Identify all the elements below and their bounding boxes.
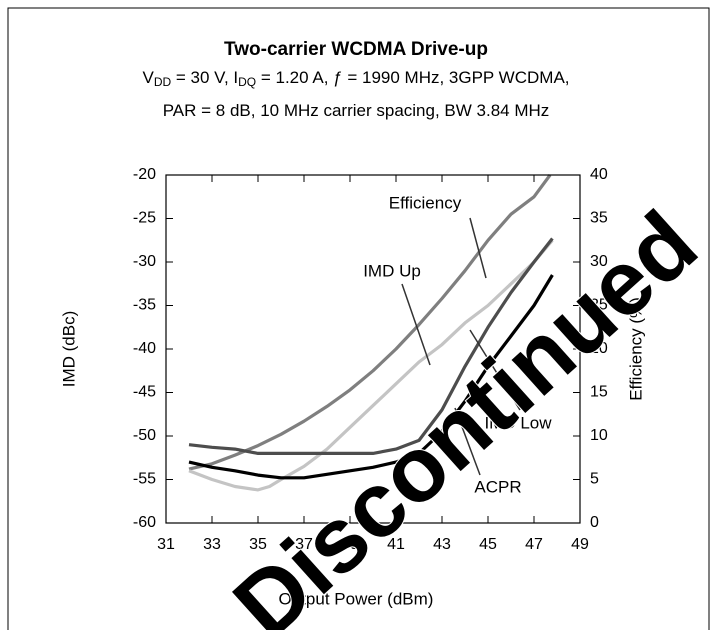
frame — [7, 7, 710, 635]
leader-line — [401, 283, 431, 366]
y2-tick-label: 40 — [590, 166, 608, 183]
y-axis-label: IMD (dBc) — [59, 311, 78, 388]
leader-line — [469, 217, 487, 279]
series-line — [188, 274, 554, 480]
y2-axis-label: Efficiency (%) — [626, 297, 645, 401]
subtitle: PAR = 8 dB, 10 MHz carrier spacing, BW 3… — [163, 101, 550, 120]
subscript: DQ — [238, 75, 256, 89]
x-tick-label: 47 — [525, 536, 543, 553]
y2-tick-label: 30 — [590, 253, 608, 270]
series-label: ACPR — [474, 477, 521, 496]
subtitle-part: PAR = 8 dB, 10 MHz carrier spacing, BW 3… — [163, 101, 550, 120]
series-line — [188, 174, 552, 471]
chart-title: Two-carrier WCDMA Drive-up — [224, 39, 488, 60]
label-bg — [482, 413, 554, 435]
x-tick-label: 39 — [341, 536, 359, 553]
y2-tick-label: 25 — [590, 297, 608, 314]
y2-tick-label: 35 — [590, 210, 608, 227]
leader-line — [454, 407, 481, 476]
subtitle-part: = 30 V, I — [171, 68, 238, 87]
y-tick-label: -25 — [133, 210, 156, 227]
x-axis-label: Output Power (dBm) — [279, 589, 434, 608]
x-tick-label: 33 — [203, 536, 221, 553]
subtitle-part: = 1.20 A, ƒ = 1990 MHz, 3GPP WCDMA, — [256, 68, 569, 87]
y-tick-label: -45 — [133, 384, 156, 401]
series-line — [188, 239, 554, 492]
label-bg — [361, 261, 423, 283]
series-label: IMD Low — [484, 413, 552, 432]
y2-tick-label: 0 — [590, 514, 599, 531]
y2-tick-label: 5 — [590, 471, 599, 488]
subtitle-part: V — [142, 68, 154, 87]
x-tick-label: 41 — [387, 536, 405, 553]
series-line — [188, 237, 554, 455]
subscript: DD — [154, 75, 172, 89]
label-bg — [376, 193, 474, 215]
x-tick-label: 37 — [295, 536, 313, 553]
x-tick-label: 43 — [433, 536, 451, 553]
label-bg — [476, 477, 520, 499]
series-label: Efficiency — [389, 193, 462, 212]
x-tick-label: 45 — [479, 536, 497, 553]
y2-tick-label: 15 — [590, 384, 608, 401]
y2-tick-label: 10 — [590, 427, 608, 444]
series-label: IMD Up — [363, 261, 421, 280]
y-tick-label: -20 — [133, 166, 156, 183]
y-tick-label: -55 — [133, 471, 156, 488]
x-tick-label: 49 — [571, 536, 589, 553]
y-tick-label: -35 — [133, 297, 156, 314]
y-tick-label: -40 — [133, 340, 156, 357]
x-tick-label: 35 — [249, 536, 267, 553]
y-tick-label: -50 — [133, 427, 156, 444]
x-tick-label: 31 — [157, 536, 175, 553]
y-tick-label: -30 — [133, 253, 156, 270]
y-tick-label: -60 — [133, 514, 156, 531]
y2-tick-label: 20 — [590, 340, 608, 357]
subtitle: VDD = 30 V, IDQ = 1.20 A, ƒ = 1990 MHz, … — [142, 68, 569, 89]
leader-line — [469, 329, 521, 411]
watermark: Discontinued — [215, 192, 716, 630]
